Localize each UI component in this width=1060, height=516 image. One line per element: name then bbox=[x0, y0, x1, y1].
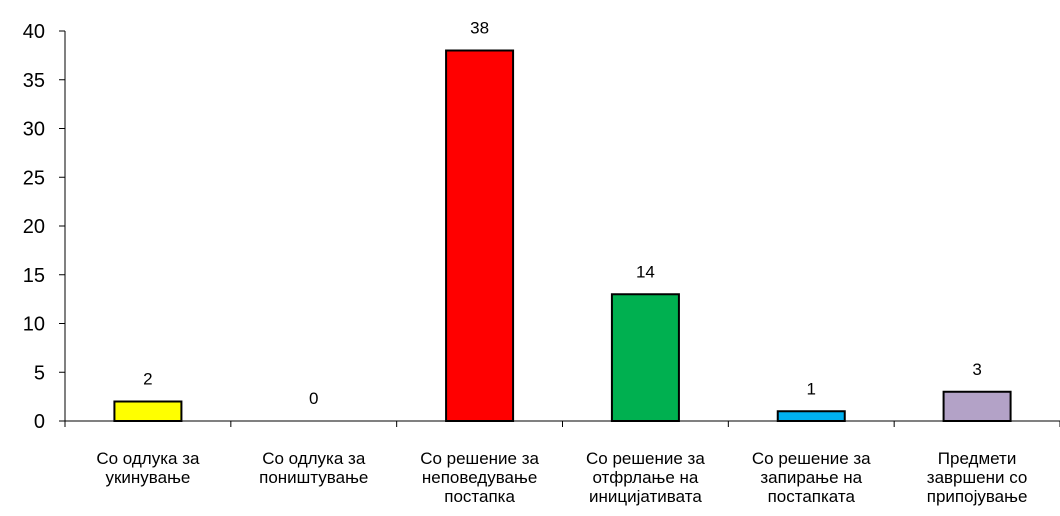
bar bbox=[610, 293, 680, 422]
bar bbox=[942, 390, 1012, 422]
data-label: 3 bbox=[972, 360, 981, 379]
bar bbox=[776, 410, 846, 422]
y-tick-label: 20 bbox=[23, 216, 45, 238]
data-label: 2 bbox=[143, 370, 152, 389]
x-category-label: Со решение за запирање на постапката bbox=[752, 449, 871, 506]
x-category-label: Со одлука за укинување bbox=[96, 449, 200, 487]
bar bbox=[445, 49, 515, 422]
y-tick-label: 5 bbox=[34, 362, 45, 384]
y-tick-label: 15 bbox=[23, 265, 45, 287]
x-category-label: Со решение за неповедување постапка bbox=[420, 449, 539, 506]
x-category-label: Со одлука за поништување bbox=[259, 449, 368, 487]
x-category-label: Со решение за отфрлање на иницијативата bbox=[586, 449, 705, 506]
data-label: 14 bbox=[636, 262, 655, 281]
y-tick-label: 30 bbox=[23, 119, 45, 141]
y-tick-label: 0 bbox=[34, 411, 45, 433]
bar bbox=[113, 400, 183, 422]
data-label: 1 bbox=[807, 379, 816, 398]
y-tick-label: 35 bbox=[23, 70, 45, 92]
y-tick-label: 25 bbox=[23, 167, 45, 189]
x-category-label: Предмети завршени со припојување bbox=[927, 449, 1028, 506]
y-tick-label: 40 bbox=[23, 21, 45, 43]
data-label: 0 bbox=[309, 389, 318, 408]
y-tick-label: 10 bbox=[23, 314, 45, 336]
data-label: 38 bbox=[470, 19, 489, 38]
